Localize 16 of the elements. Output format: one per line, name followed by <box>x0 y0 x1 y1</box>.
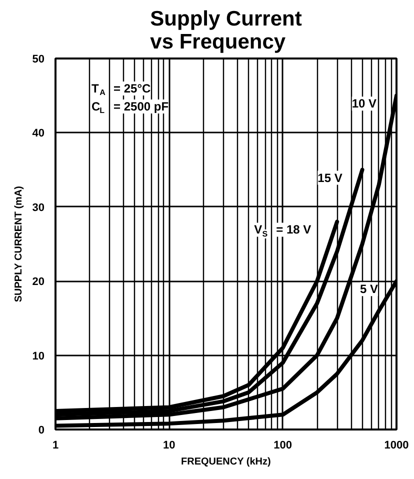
y-tick-label: 40 <box>32 128 45 140</box>
x-axis-title: FREQUENCY (kHz) <box>181 456 271 468</box>
y-tick-label: 20 <box>32 276 45 288</box>
y-tick-label: 0 <box>38 424 45 436</box>
y-tick-label: 10 <box>32 350 45 362</box>
x-tick-label: 1 <box>52 440 59 452</box>
x-tick-label: 10 <box>163 440 176 452</box>
series-label: 15 V <box>318 170 342 185</box>
y-tick-label: 30 <box>32 202 45 214</box>
x-tick-label: 1000 <box>384 440 409 452</box>
x-tick-label: 100 <box>274 440 292 452</box>
y-axis-title: SUPPLY CURRENT (mA) <box>13 186 24 302</box>
series-label: 10 V <box>352 96 377 111</box>
y-tick-label: 50 <box>32 54 45 66</box>
chart-title: Supply Current vs Frequency <box>150 8 302 54</box>
series-label: 5 V <box>360 282 378 296</box>
